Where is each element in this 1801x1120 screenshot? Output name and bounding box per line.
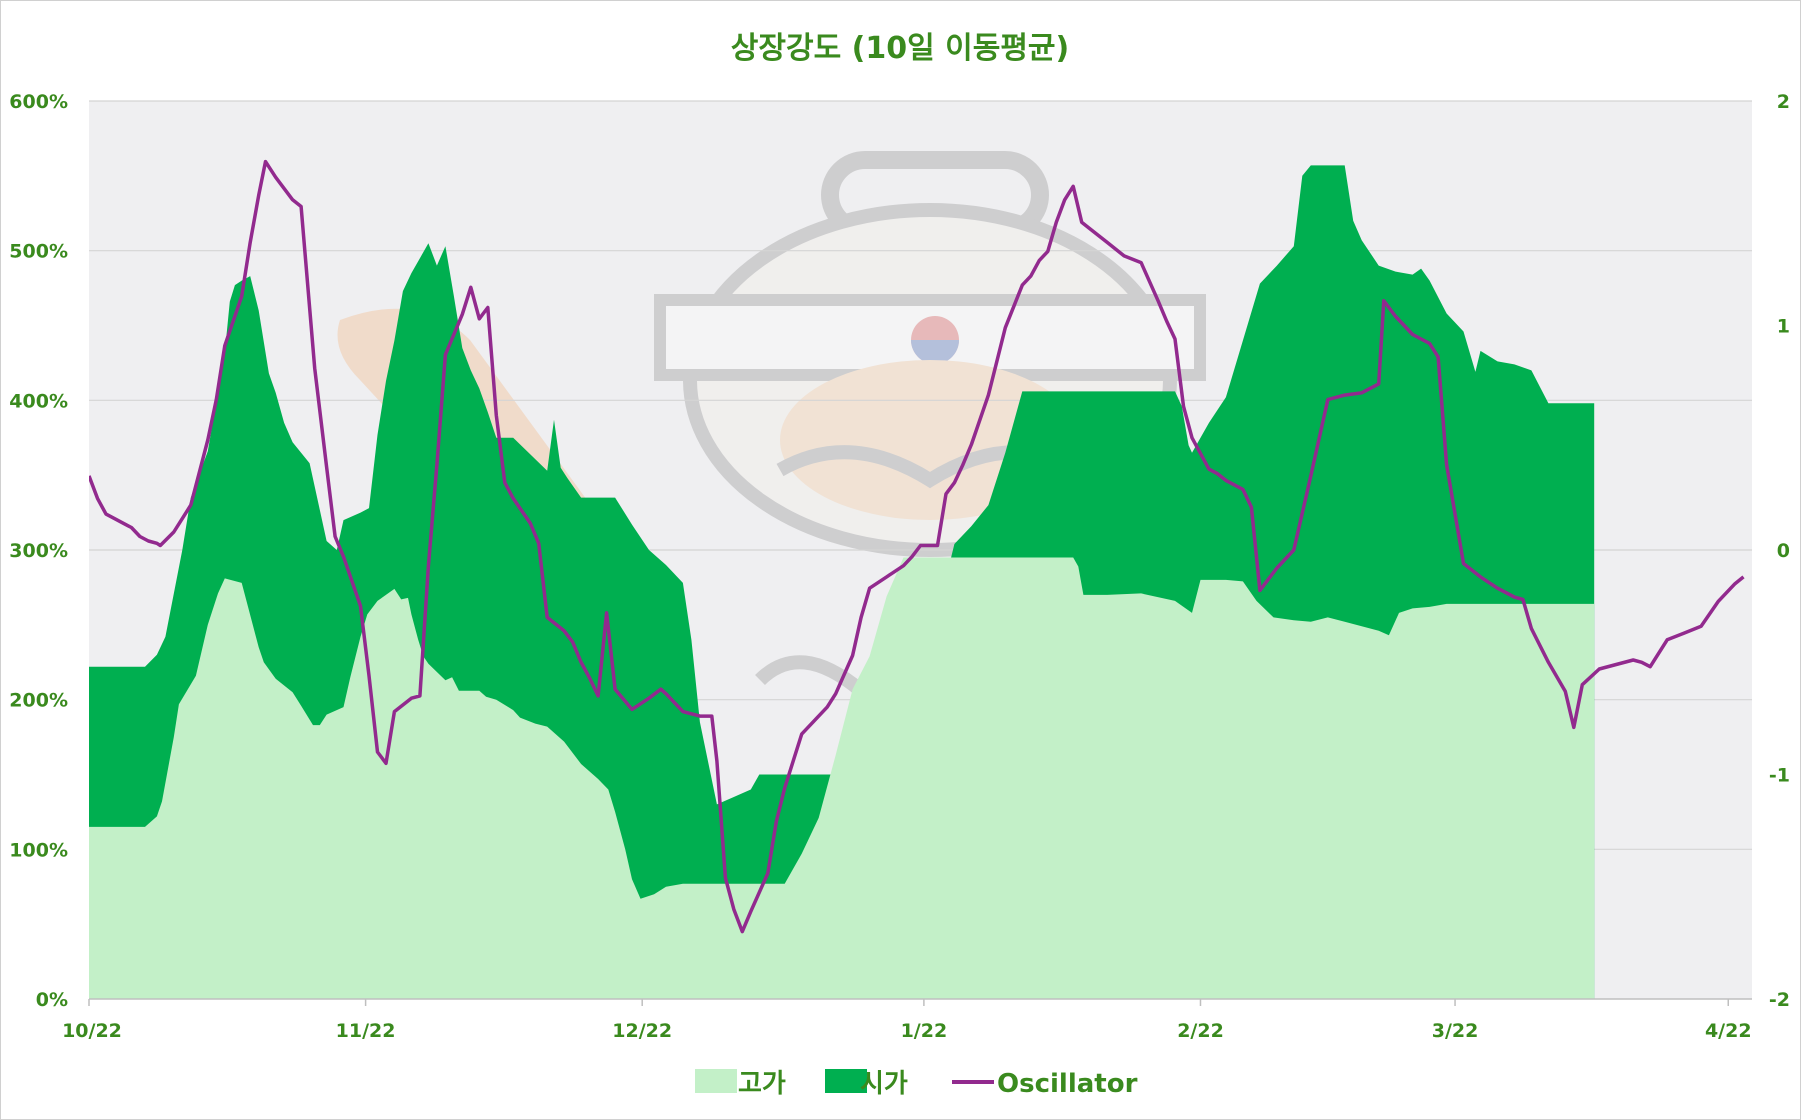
line-series (89, 159, 1745, 934)
x-tick-label: 10/22 (62, 1020, 122, 1042)
legend: 고가 시가 Oscillator (695, 1069, 1138, 1099)
x-tick-label: 11/22 (336, 1020, 396, 1042)
chart-title: 상장강도 (10일 이동평균) (731, 31, 1069, 66)
legend-label: 시가 (860, 1069, 908, 1099)
y-right-tick-label: -2 (1769, 989, 1790, 1011)
legend-label: 고가 (738, 1069, 786, 1099)
area-series (89, 165, 1595, 999)
x-tick-label: 3/22 (1432, 1020, 1479, 1042)
x-axis-labels: 10/22 11/22 12/22 1/22 2/22 3/22 4/22 (62, 999, 1752, 1042)
oscillator-line (89, 159, 1745, 934)
x-tick-label: 2/22 (1177, 1020, 1224, 1042)
y-left-tick-label: 100% (9, 839, 68, 861)
y-axis-left-labels: 0% 100% 200% 300% 400% 500% 600% (9, 91, 68, 1011)
y-axis-right-labels: -2 -1 0 1 2 (1769, 91, 1790, 1011)
y-left-tick-label: 500% (9, 241, 68, 263)
y-right-tick-label: 0 (1777, 540, 1790, 562)
legend-label: Oscillator (997, 1069, 1138, 1099)
area-high (89, 557, 1595, 999)
x-tick-label: 12/22 (612, 1020, 672, 1042)
x-tick-label: 1/22 (901, 1020, 948, 1042)
y-left-tick-label: 600% (9, 91, 68, 113)
legend-swatch (695, 1069, 737, 1093)
y-right-tick-label: 1 (1777, 316, 1790, 338)
y-right-tick-label: 2 (1777, 91, 1790, 113)
legend-swatch (825, 1069, 867, 1093)
y-left-tick-label: 300% (9, 540, 68, 562)
y-left-tick-label: 400% (9, 390, 68, 412)
y-right-tick-label: -1 (1769, 765, 1790, 787)
x-tick-label: 4/22 (1705, 1020, 1752, 1042)
y-left-tick-label: 0% (36, 989, 68, 1011)
y-left-tick-label: 200% (9, 690, 68, 712)
